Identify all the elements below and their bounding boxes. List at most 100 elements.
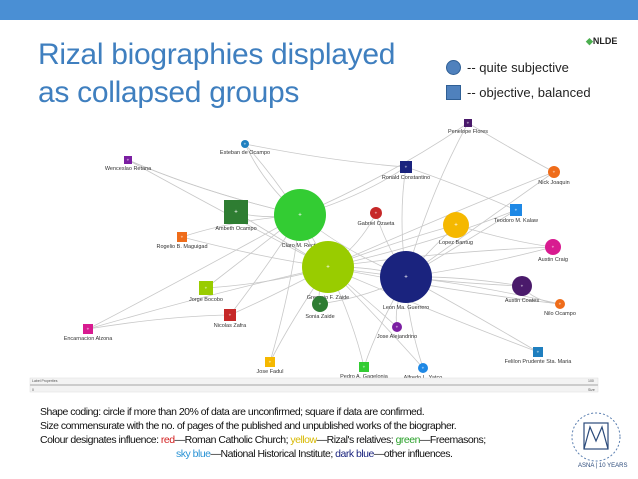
node-square[interactable]: [124, 156, 132, 164]
legend-circle-label: -- quite subjective: [467, 60, 569, 75]
graph-node[interactable]: + Leon Ma. Guerrero: [380, 251, 432, 311]
node-label: Esteban de Ocampo: [220, 150, 270, 156]
node-circle[interactable]: [302, 241, 354, 293]
graph-node[interactable]: + Austin Craig: [538, 239, 568, 263]
node-circle[interactable]: [241, 140, 249, 148]
graph-node[interactable]: + Esteban de Ocampo: [220, 140, 270, 156]
node-label: Lopez Bantug: [439, 240, 473, 246]
slider-bar[interactable]: [30, 384, 598, 386]
graph-node[interactable]: + Teodoro M. Kalaw: [494, 204, 538, 224]
node-label: Claro M. Recto: [282, 243, 319, 249]
node-square[interactable]: [510, 204, 522, 216]
node-label: Nicolas Zafra: [214, 323, 247, 329]
expand-plus-icon[interactable]: +: [363, 365, 366, 370]
expand-plus-icon[interactable]: +: [229, 313, 232, 318]
caption-red: red: [160, 434, 175, 446]
node-square[interactable]: [199, 281, 213, 295]
expand-plus-icon[interactable]: +: [326, 265, 330, 271]
node-circle[interactable]: [370, 207, 382, 219]
top-accent-bar: [0, 0, 638, 20]
node-label: Sonia Zaide: [305, 314, 334, 320]
expand-plus-icon[interactable]: +: [515, 208, 518, 213]
graph-node[interactable]: + Nick Joaquin: [538, 166, 570, 186]
node-label: Gabriel Ozaeta: [358, 221, 396, 227]
expand-plus-icon[interactable]: +: [422, 366, 425, 371]
expand-plus-icon[interactable]: +: [404, 275, 408, 281]
graph-node[interactable]: + Pedro A. Gagelonia: [340, 362, 389, 380]
badge-label: ASNA | 10 YEARS: [578, 463, 628, 469]
expand-plus-icon[interactable]: +: [552, 245, 555, 250]
node-circle[interactable]: [545, 239, 561, 255]
node-label: Nick Joaquin: [538, 180, 570, 186]
legend-square-label: -- objective, balanced: [467, 85, 591, 100]
expand-plus-icon[interactable]: +: [454, 223, 458, 229]
expand-plus-icon[interactable]: +: [234, 210, 238, 216]
graph-node[interactable]: + Jorge Bocobo: [189, 281, 223, 303]
graph-node[interactable]: + Ronald Constantino: [382, 161, 430, 181]
node-square[interactable]: [177, 232, 187, 242]
expand-plus-icon[interactable]: +: [87, 327, 90, 332]
node-circle[interactable]: [443, 212, 469, 238]
node-circle[interactable]: [548, 166, 560, 178]
expand-plus-icon[interactable]: +: [127, 158, 130, 163]
node-square[interactable]: [533, 347, 543, 357]
expand-plus-icon[interactable]: +: [269, 360, 272, 365]
graph-node[interactable]: + Gabriel Ozaeta: [358, 207, 396, 227]
node-square[interactable]: [224, 309, 236, 321]
graph-node[interactable]: + Austin Coates: [505, 276, 539, 304]
graph-node[interactable]: + Rogelio B. Maguigad: [156, 232, 208, 250]
node-label: Encarnacion Alzona: [64, 336, 114, 342]
graph-node[interactable]: + Gregorio F. Zaide: [302, 241, 354, 301]
graph-node[interactable]: + Claro M. Recto: [274, 189, 326, 249]
graph-node[interactable]: + Penelope Flores: [448, 119, 488, 135]
caption-red-desc: —Roman Catholic Church;: [174, 434, 291, 446]
expand-plus-icon[interactable]: +: [298, 213, 302, 219]
graph-node[interactable]: + Nicolas Zafra: [214, 309, 247, 329]
expand-plus-icon[interactable]: +: [244, 142, 247, 147]
expand-plus-icon[interactable]: +: [467, 121, 470, 126]
caption-line-1: Shape coding: circle if more than 20% of…: [40, 406, 425, 418]
square-legend-icon: [446, 85, 461, 100]
node-circle[interactable]: [380, 251, 432, 303]
node-square[interactable]: [83, 324, 93, 334]
node-circle[interactable]: [312, 296, 328, 312]
graph-node[interactable]: + Jose Alejandrino: [377, 322, 417, 340]
caption-green: green: [395, 434, 421, 446]
logo: ◆NLDE: [586, 36, 617, 47]
caption-darkblue-desc: —other influences.: [373, 448, 453, 460]
graph-node[interactable]: + Felilon Prudente Sta. Maria: [505, 347, 573, 365]
node-label: Ronald Constantino: [382, 175, 430, 181]
node-label: Wenceslao Retana: [105, 166, 152, 172]
node-circle[interactable]: [418, 363, 428, 373]
graph-node[interactable]: + Ambeth Ocampo: [215, 200, 257, 232]
node-square[interactable]: [265, 357, 275, 367]
graph-node[interactable]: + Sonia Zaide: [305, 296, 335, 320]
node-square[interactable]: [400, 161, 412, 173]
node-square[interactable]: [359, 362, 369, 372]
expand-plus-icon[interactable]: +: [553, 170, 556, 175]
expand-plus-icon[interactable]: +: [559, 302, 562, 307]
graph-node[interactable]: + Lopez Bantug: [439, 212, 473, 246]
expand-plus-icon[interactable]: +: [537, 350, 540, 355]
node-label: Jose Fadul: [257, 369, 284, 375]
node-square[interactable]: [464, 119, 472, 127]
network-graph: + Penelope Flores + Esteban de Ocampo + Wence…: [29, 119, 599, 393]
caption-skyblue: sky blue: [176, 448, 211, 460]
expand-plus-icon[interactable]: +: [396, 325, 399, 330]
node-circle[interactable]: [274, 189, 326, 241]
graph-node[interactable]: + Encarnacion Alzona: [64, 324, 114, 342]
node-circle[interactable]: [555, 299, 565, 309]
graph-node[interactable]: + Wenceslao Retana: [105, 156, 152, 172]
expand-plus-icon[interactable]: +: [181, 235, 184, 240]
node-square[interactable]: [224, 200, 248, 224]
expand-plus-icon[interactable]: +: [205, 286, 208, 291]
expand-plus-icon[interactable]: +: [319, 302, 322, 307]
expand-plus-icon[interactable]: +: [521, 284, 524, 289]
node-circle[interactable]: [512, 276, 532, 296]
expand-plus-icon[interactable]: +: [375, 211, 378, 216]
logo-text: NLDE: [592, 36, 618, 46]
graph-node[interactable]: + Nilo Ocampo: [544, 299, 576, 317]
expand-plus-icon[interactable]: +: [405, 165, 408, 170]
graph-node[interactable]: + Jose Fadul: [257, 357, 284, 375]
node-circle[interactable]: [392, 322, 402, 332]
